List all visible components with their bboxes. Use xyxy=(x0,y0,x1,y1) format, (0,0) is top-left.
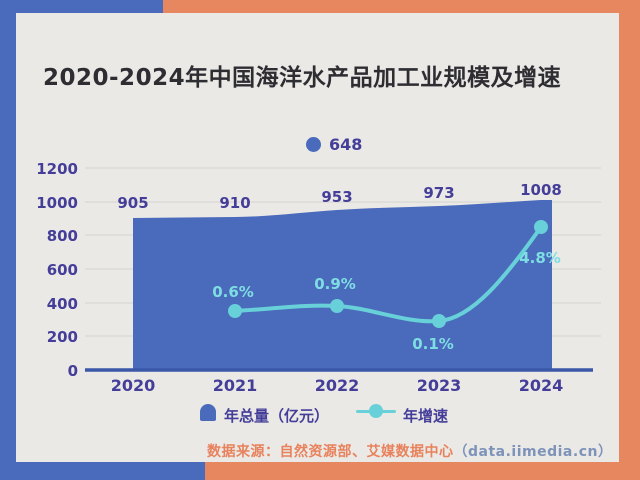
x-tick-2023: 2023 xyxy=(416,376,462,395)
y-tick-800: 800 xyxy=(46,227,78,245)
y-tick-0: 0 xyxy=(67,362,78,380)
pct-label-2021: 0.6% xyxy=(212,283,254,301)
x-tick-2020: 2020 xyxy=(110,376,156,395)
data-source-text: 数据来源：自然资源部、艾媒数据中心 xyxy=(207,444,454,460)
pct-label-2023: 0.1% xyxy=(412,335,454,353)
y-tick-1200: 1200 xyxy=(36,160,78,178)
frame-top-left-blue-block xyxy=(0,0,163,13)
legend-growth-label: 年增速 xyxy=(403,407,449,425)
growth-point-2024 xyxy=(534,220,548,234)
value-label-2022: 953 xyxy=(321,188,353,206)
data-source-line: 数据来源：自然资源部、艾媒数据中心（data.iimedia.cn） xyxy=(207,441,612,461)
y-tick-600: 600 xyxy=(46,261,78,279)
blue-dot-icon xyxy=(306,137,321,152)
data-source-url: （data.iimedia.cn） xyxy=(453,444,613,460)
value-label-2024: 1008 xyxy=(520,181,562,199)
floating-data-value: 648 xyxy=(329,135,363,154)
growth-point-2021 xyxy=(228,304,242,318)
value-label-2021: 910 xyxy=(219,194,251,212)
x-tick-2021: 2021 xyxy=(212,376,258,395)
area-series-total xyxy=(133,200,552,370)
x-tick-2024: 2024 xyxy=(518,376,564,395)
chart-title: 2020-2024年中国海洋水产品加工业规模及增速 xyxy=(43,65,562,91)
y-tick-1000: 1000 xyxy=(36,194,78,212)
growth-line-series xyxy=(233,225,543,324)
growth-point-2023 xyxy=(432,314,446,328)
pct-label-2024: 4.8% xyxy=(519,249,561,267)
legend-total-marker-icon xyxy=(200,404,216,421)
value-label-2020: 905 xyxy=(117,194,149,212)
frame-left-blue-band xyxy=(0,0,16,480)
pct-label-2022: 0.9% xyxy=(314,275,356,293)
y-tick-200: 200 xyxy=(46,328,78,346)
frame-bottom-left-blue-block xyxy=(0,462,205,480)
value-label-2023: 973 xyxy=(423,184,455,202)
y-tick-400: 400 xyxy=(46,295,78,313)
growth-point-2022 xyxy=(330,299,344,313)
floating-data-label: 648 xyxy=(306,135,362,154)
legend-total-label: 年总量（亿元） xyxy=(224,407,330,425)
x-tick-2022: 2022 xyxy=(314,376,360,395)
legend-growth-dot-icon xyxy=(369,404,383,418)
